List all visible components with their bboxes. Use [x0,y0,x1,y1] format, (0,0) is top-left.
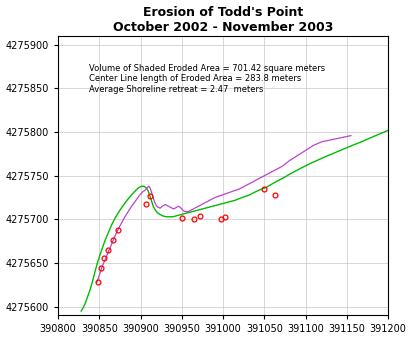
Title: Erosion of Todd's Point
October 2002 - November 2003: Erosion of Todd's Point October 2002 - N… [113,5,333,34]
Text: Volume of Shaded Eroded Area = 701.42 square meters
Center Line length of Eroded: Volume of Shaded Eroded Area = 701.42 sq… [89,64,325,94]
